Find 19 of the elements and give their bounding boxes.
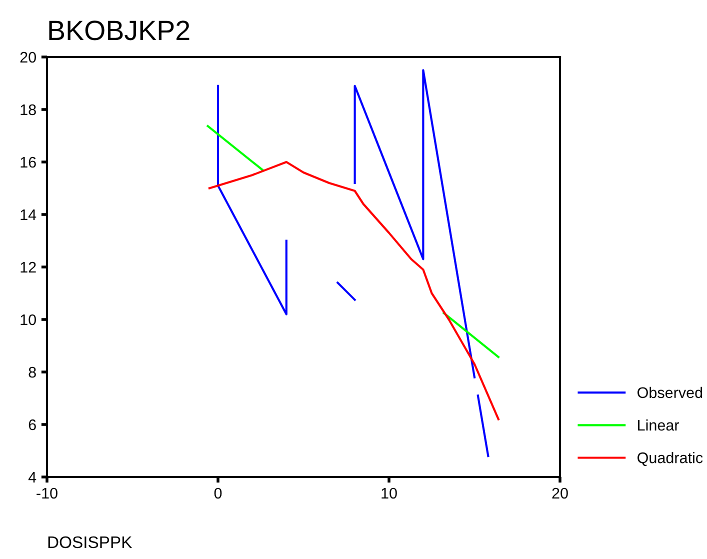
line-series [208, 160, 500, 420]
legend-label: Quadratic [638, 452, 703, 466]
y-tick-label: 4 [28, 472, 36, 483]
x-tick-label: -10 [36, 488, 58, 499]
y-tick-label: 16 [20, 156, 36, 168]
y-tick-label: 20 [20, 52, 36, 63]
y-tick-label: 14 [20, 210, 36, 220]
x-tick-label: 20 [552, 488, 568, 499]
y-tick-label: 10 [20, 314, 36, 326]
x-axis-title: DOSISPPK [48, 536, 132, 548]
y-tick-label: 12 [20, 262, 36, 273]
legend-label: Observed [638, 386, 702, 398]
chart-title: BKOBJKP2 [49, 20, 190, 40]
y-tick-label: 18 [20, 104, 36, 116]
x-tick-label: 0 [214, 488, 222, 499]
legend-label: Linear [638, 419, 680, 431]
y-tick-label: 8 [28, 366, 36, 378]
y-tick-label: 6 [28, 419, 36, 430]
x-tick-label: 10 [382, 488, 397, 499]
